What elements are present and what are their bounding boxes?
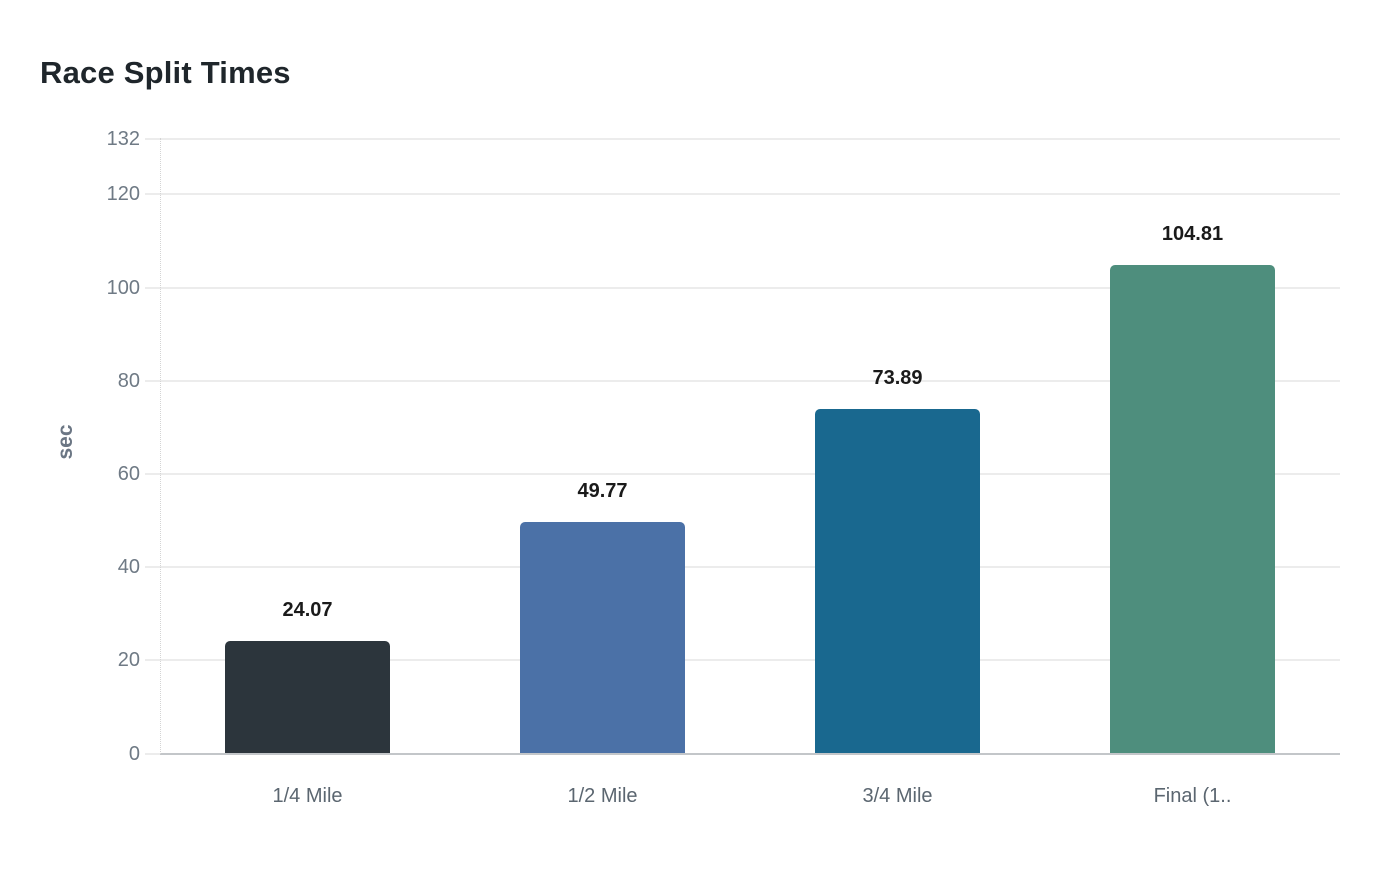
bar-value-label: 104.81 [1161,223,1224,246]
bar-value-label: 49.77 [577,479,628,502]
x-axis-label: 1/2 Mile [567,785,638,807]
gridline [145,193,1340,196]
y-tick-label: 120 [106,183,140,206]
gridline [145,286,1340,289]
bar-value-label: 73.89 [872,367,923,390]
gridline [145,472,1340,475]
y-axis-line [159,137,161,754]
y-tick-label: 80 [117,369,140,392]
y-tick-label: 100 [106,276,140,299]
bar[interactable] [815,409,980,754]
y-tick-label: 20 [117,649,140,672]
y-tick-label: 132 [106,127,140,150]
x-axis-label: Final (1.. [1153,785,1232,807]
y-tick-label: 40 [117,556,140,579]
gridline [145,379,1340,382]
gridline [145,137,1340,140]
bar[interactable] [520,521,685,754]
bar[interactable] [1110,265,1275,754]
chart-title: Race Split Times [40,55,291,90]
x-axis-tick [145,752,160,755]
x-axis-label: 3/4 Mile [862,785,933,807]
x-axis-label: 1/4 Mile [272,785,343,807]
y-tick-label: 60 [117,462,140,485]
gridline [145,659,1340,662]
x-axis-baseline [160,752,1340,755]
bar-value-label: 24.07 [282,599,333,622]
y-tick-label: 0 [128,742,140,765]
gridline [145,566,1340,569]
bar[interactable] [225,641,390,754]
